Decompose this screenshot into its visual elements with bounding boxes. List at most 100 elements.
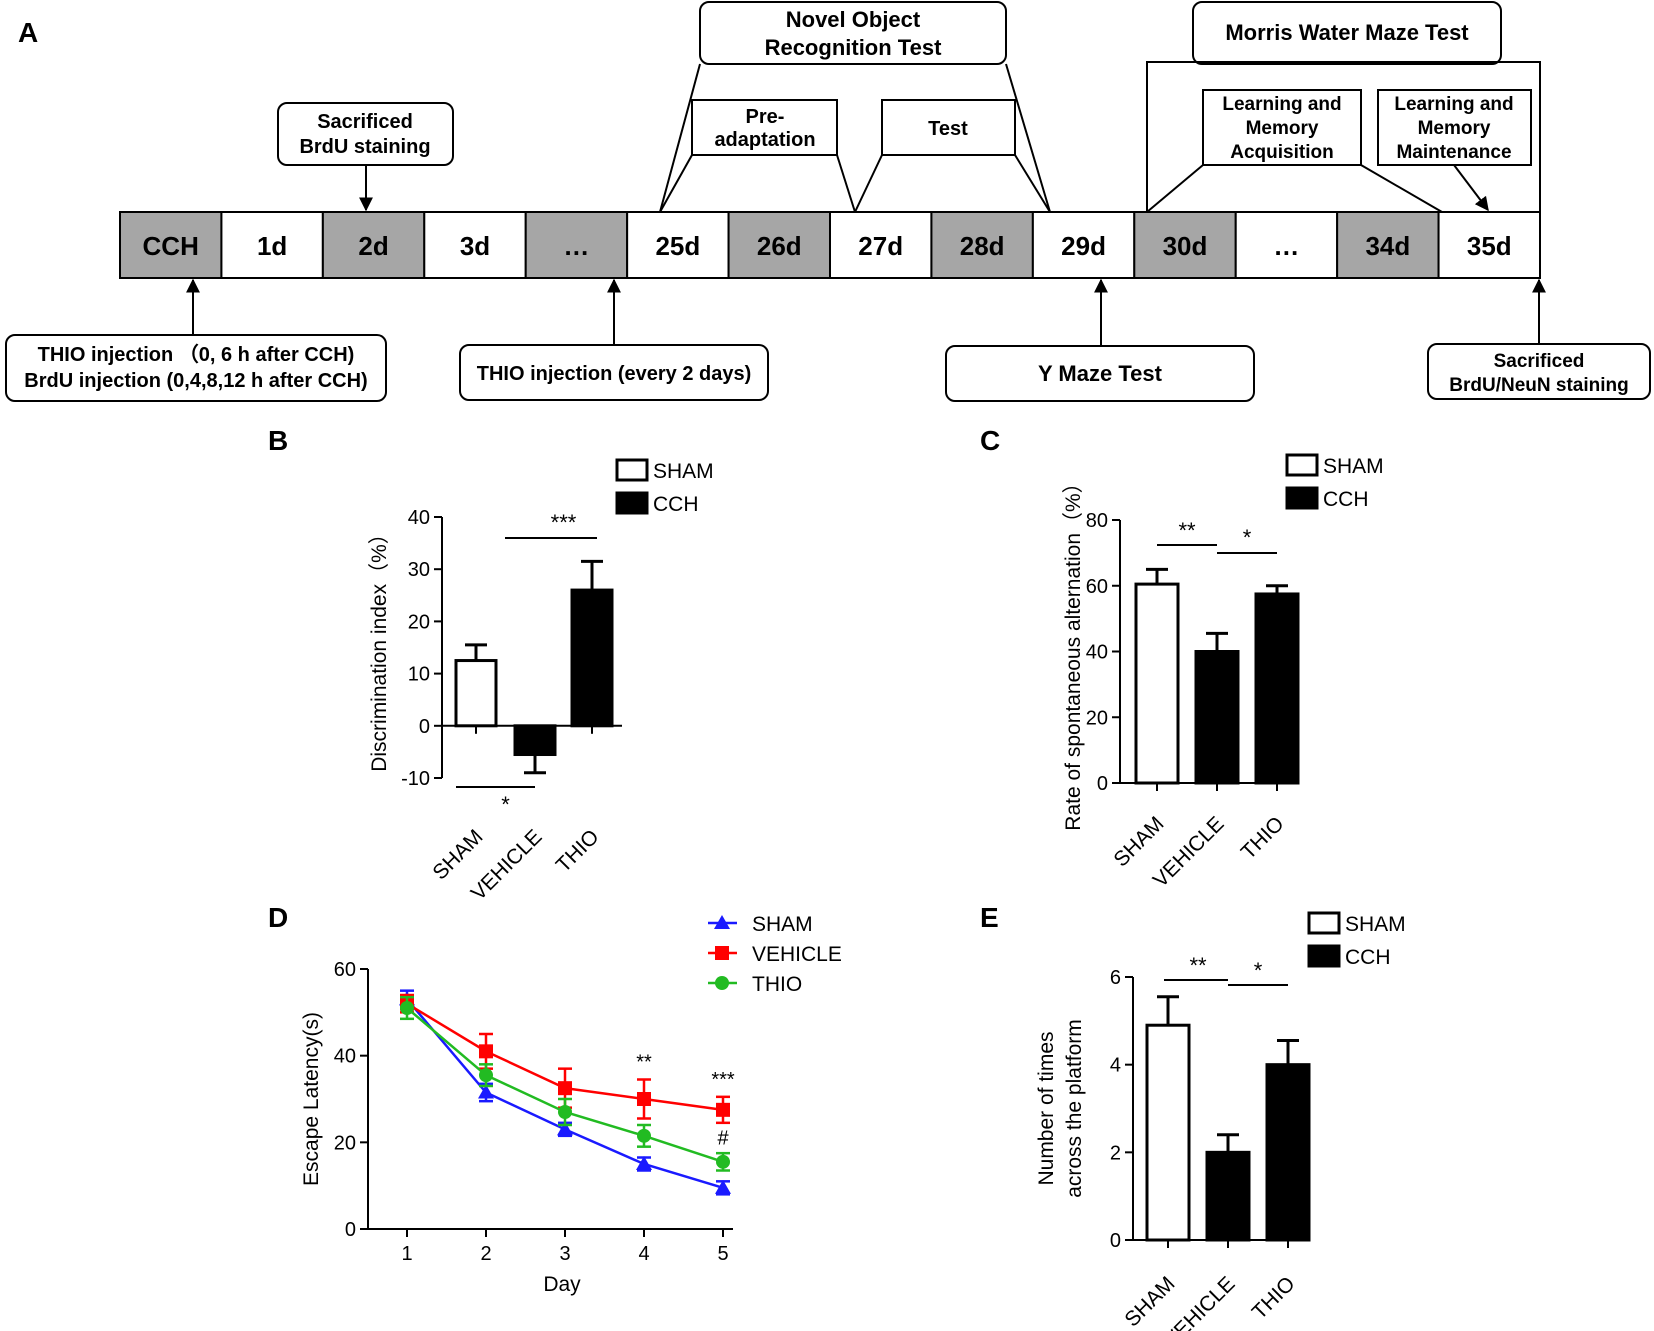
timeline-cell — [1031, 211, 1136, 279]
box-line: THIO injection (every 2 days) — [477, 363, 752, 385]
y-tick-label: 20 — [1086, 707, 1108, 729]
y-axis-label: Discrimination index（%） — [368, 523, 391, 772]
y-axis-label: Number of times — [1035, 1031, 1058, 1185]
timeline-cell-label: 2d — [358, 231, 388, 261]
timeline-cell-label: 34d — [1365, 231, 1410, 261]
bracket-line — [1146, 61, 1541, 212]
data-point — [716, 1154, 730, 1169]
annotation-label: ** — [636, 1052, 652, 1074]
data-point — [479, 1044, 493, 1059]
bracket-line — [1146, 164, 1204, 213]
timeline-cell-label: 28d — [960, 231, 1005, 261]
bar — [1134, 582, 1180, 785]
timeline-cell-label: 1d — [257, 231, 287, 261]
timeline-cell-label: 29d — [1061, 231, 1106, 261]
timeline-cell-label: … — [563, 231, 589, 261]
panel-label-d: D — [268, 902, 288, 933]
timeline-cell-label: 26d — [757, 231, 802, 261]
box-line: Novel Object — [786, 7, 921, 32]
timeline-cell — [727, 211, 831, 279]
legend-label: SHAM — [1345, 913, 1406, 936]
timeline-cell-label: … — [1273, 231, 1299, 261]
bracket-line — [836, 154, 856, 213]
box-line: Maintenance — [1396, 142, 1511, 163]
panel-label-c: C — [980, 425, 1000, 456]
timeline-cell-label: 35d — [1467, 231, 1512, 261]
significance-label: *** — [551, 510, 577, 535]
timeline-cell — [1336, 211, 1440, 279]
legend-label: SHAM — [653, 460, 714, 483]
timeline-cell — [1234, 211, 1339, 279]
data-point — [715, 946, 729, 960]
y-tick-label: 0 — [345, 1219, 356, 1241]
thio-initial-box: THIO injection （0, 6 h after CCH) BrdU i… — [5, 278, 387, 402]
y-tick-label: 0 — [419, 716, 430, 738]
timeline-cell — [321, 211, 426, 279]
chart-d: 0 20 40 60 1 2 3 4 5 Day Escape Latency(s) SHAM VEHI… — [300, 913, 842, 1296]
box-line: Recognition Test — [765, 35, 942, 60]
maintenance-box: Learning and Memory Maintenance — [1377, 89, 1532, 212]
y-axis-label: across the platform — [1063, 1019, 1086, 1198]
x-tick-label: SHAM — [1109, 812, 1168, 871]
timeline-cell-label: 30d — [1163, 231, 1208, 261]
significance-label: * — [1254, 958, 1263, 983]
y-tick-label: 40 — [334, 1046, 356, 1068]
legend-swatch — [1307, 944, 1341, 968]
sacrificed-neun-box: Sacrificed BrdU/NeuN staining — [1427, 278, 1651, 400]
box-line: BrdU injection (0,4,8,12 h after CCH) — [24, 370, 367, 392]
bracket-line — [854, 154, 883, 213]
timeline-cell — [119, 211, 223, 279]
panel-label-a: A — [18, 17, 38, 48]
acquisition-box: Learning and Memory Acquisition — [1146, 89, 1443, 213]
legend-swatch — [615, 458, 649, 482]
arrow — [1453, 164, 1489, 212]
data-point — [636, 1156, 652, 1170]
box-line: Learning and — [1394, 94, 1513, 115]
bracket-line — [1014, 154, 1051, 213]
y-tick-label: 60 — [1086, 576, 1108, 598]
timeline-cell-label: 27d — [858, 231, 903, 261]
box-line: THIO injection （0, 6 h after CCH) — [38, 343, 355, 366]
data-point — [478, 1084, 494, 1099]
box-line: Memory — [1418, 118, 1491, 139]
y-tick-label: 10 — [408, 664, 430, 686]
box-line: Pre- — [746, 106, 785, 128]
timeline-cell — [930, 211, 1034, 279]
box-line: Memory — [1246, 118, 1319, 139]
legend-swatch — [615, 491, 649, 515]
data-point — [558, 1081, 572, 1096]
box-line: Learning and — [1222, 94, 1341, 115]
bracket-line — [659, 63, 701, 213]
timeline-cell — [220, 211, 324, 279]
significance-label: * — [1243, 525, 1252, 550]
bar — [1194, 650, 1240, 785]
box-line: Test — [928, 118, 968, 140]
box-line: BrdU/NeuN staining — [1449, 375, 1628, 396]
box-line: Sacrificed — [317, 111, 413, 133]
legend-swatch — [1285, 486, 1319, 510]
bracket-line — [1360, 164, 1443, 213]
data-point — [637, 1092, 651, 1106]
legend-label: THIO — [752, 973, 802, 996]
data-point — [637, 1128, 651, 1143]
y-tick-label: 30 — [408, 559, 430, 581]
timeline-cell-label: 3d — [460, 231, 490, 261]
data-point — [400, 1001, 414, 1015]
x-tick-label: 3 — [559, 1243, 570, 1265]
x-tick-label: 1 — [401, 1243, 412, 1265]
bar — [1254, 592, 1300, 785]
panel-label-e: E — [980, 902, 999, 933]
data-point — [715, 976, 729, 990]
significance-label: * — [501, 792, 510, 817]
nor-test-box: Novel Object Recognition Test — [659, 1, 1051, 213]
y-tick-label: 80 — [1086, 510, 1108, 532]
x-tick-label: SHAM — [1120, 1272, 1179, 1331]
bar — [1265, 1063, 1311, 1242]
y-tick-label: 2 — [1110, 1142, 1121, 1164]
timeline-cell-label: CCH — [143, 231, 199, 261]
x-tick-label: 5 — [717, 1243, 728, 1265]
legend-label: CCH — [653, 493, 699, 516]
legend-label: SHAM — [1323, 455, 1384, 478]
bar — [570, 588, 614, 728]
